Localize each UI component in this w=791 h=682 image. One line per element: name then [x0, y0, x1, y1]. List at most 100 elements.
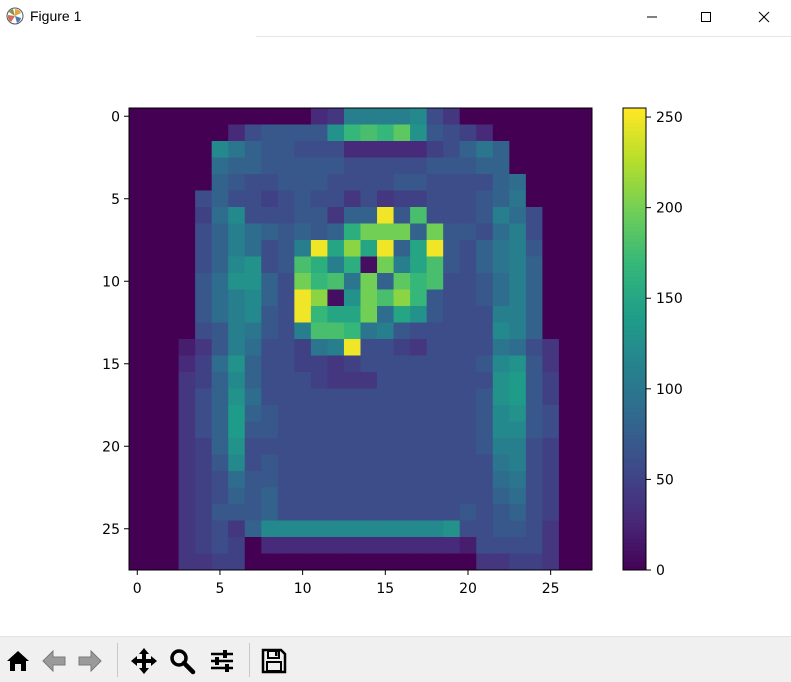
heatmap-cell: [443, 124, 461, 142]
heatmap-cell: [377, 421, 394, 439]
pan-button[interactable]: [128, 645, 160, 677]
colorbar-gradient-segment: [623, 254, 646, 259]
heatmap-cell: [277, 487, 295, 505]
heatmap-cell: [459, 289, 477, 307]
close-button[interactable]: [741, 0, 787, 34]
heatmap-cell: [145, 124, 163, 142]
y-tick-label: 5: [111, 192, 120, 208]
heatmap-cell: [129, 174, 146, 191]
heatmap-cell: [277, 405, 295, 422]
heatmap-cell: [575, 207, 593, 224]
heatmap-cell: [525, 487, 543, 505]
colorbar-gradient-segment: [623, 354, 646, 359]
colorbar-gradient-segment: [623, 543, 646, 548]
heatmap-cell: [459, 504, 477, 521]
heatmap-cell: [558, 289, 576, 307]
heatmap-cell: [294, 273, 312, 290]
heatmap-cell: [145, 108, 163, 125]
zoom-button[interactable]: [166, 645, 198, 677]
heatmap-cell: [443, 537, 461, 554]
colorbar-gradient-segment: [623, 342, 646, 348]
heatmap-cell: [476, 537, 494, 554]
colorbar-gradient-segment: [623, 312, 646, 317]
heatmap-cell: [410, 339, 428, 356]
heatmap-cell: [443, 421, 461, 439]
colorbar-gradient-segment: [623, 546, 646, 552]
heatmap-cell: [162, 520, 180, 538]
heatmap-cell: [228, 190, 246, 208]
heatmap-cell: [426, 207, 444, 224]
heatmap-cell: [360, 240, 378, 257]
heatmap-cell: [178, 454, 196, 472]
colorbar-tick-label: 150: [656, 291, 683, 307]
heatmap-cell: [310, 438, 328, 455]
heatmap-cell: [343, 388, 361, 406]
heatmap-cell: [393, 372, 411, 389]
heatmap-cell: [476, 256, 494, 274]
heatmap-cell: [443, 207, 461, 224]
heatmap-cell: [162, 322, 180, 340]
heatmap-cell: [542, 504, 560, 521]
heatmap-cell: [476, 454, 494, 472]
heatmap-cell: [492, 223, 510, 241]
colorbar-gradient-segment: [623, 439, 646, 444]
configure-subplots-button[interactable]: [206, 645, 238, 677]
colorbar-gradient-segment: [623, 462, 646, 467]
heatmap-cell: [459, 273, 477, 290]
heatmap-cell: [410, 322, 428, 340]
heatmap-cell: [145, 273, 163, 290]
heatmap-cell: [558, 240, 576, 257]
heatmap-cell: [476, 520, 494, 538]
heatmap-cell: [277, 553, 295, 571]
heatmap-cell: [211, 421, 229, 439]
heatmap-cell: [327, 454, 345, 472]
heatmap-cell: [343, 372, 361, 389]
heatmap-cell: [377, 289, 394, 307]
heatmap-cell: [377, 454, 394, 472]
heatmap-cell: [575, 223, 593, 241]
heatmap-cell: [393, 240, 411, 257]
colorbar-gradient-segment: [623, 527, 646, 532]
colorbar-gradient-segment: [623, 385, 646, 390]
heatmap-cell: [492, 339, 510, 356]
back-button[interactable]: [38, 645, 70, 677]
figure-canvas[interactable]: 0 5 10 15 20 25 0 5 10 15 20 25 0 50 100 150 200 250: [0, 0, 791, 636]
heatmap-cell: [410, 454, 428, 472]
heatmap-cell: [228, 273, 246, 290]
heatmap-cell: [277, 306, 295, 323]
heatmap-cell: [211, 537, 229, 554]
heatmap-cell: [393, 355, 411, 373]
colorbar-gradient-segment: [623, 389, 646, 394]
colorbar-gradient-segment: [623, 111, 646, 117]
colorbar-gradient-segment: [623, 558, 646, 563]
heatmap-cell: [558, 388, 576, 406]
colorbar-gradient-segment: [623, 504, 646, 509]
colorbar-gradient-segment: [623, 208, 646, 213]
heatmap-cell: [145, 322, 163, 340]
heatmap-cell: [211, 157, 229, 175]
heatmap-cell: [327, 405, 345, 422]
heatmap-cell: [195, 157, 213, 175]
colorbar-gradient-segment: [623, 427, 646, 432]
heatmap-cell: [509, 421, 527, 439]
heatmap-cell: [277, 108, 295, 125]
y-tick-label: 10: [102, 274, 120, 290]
heatmap-cell: [492, 553, 510, 571]
minimize-button[interactable]: [629, 0, 675, 34]
home-button[interactable]: [2, 645, 34, 677]
heatmap-cell: [145, 504, 163, 521]
heatmap-cell: [145, 537, 163, 554]
colorbar-gradient-segment: [623, 119, 646, 124]
heatmap-cell: [542, 273, 560, 290]
save-button[interactable]: [258, 645, 290, 677]
heatmap-cell: [277, 339, 295, 356]
heatmap-cell: [542, 289, 560, 307]
colorbar-gradient-segment: [623, 319, 646, 325]
heatmap-cell: [261, 157, 279, 175]
heatmap-cell: [178, 322, 196, 340]
maximize-button[interactable]: [683, 0, 729, 34]
heatmap-cell: [575, 421, 593, 439]
heatmap-cell: [426, 421, 444, 439]
heatmap-cell: [211, 355, 229, 373]
forward-button[interactable]: [74, 645, 106, 677]
